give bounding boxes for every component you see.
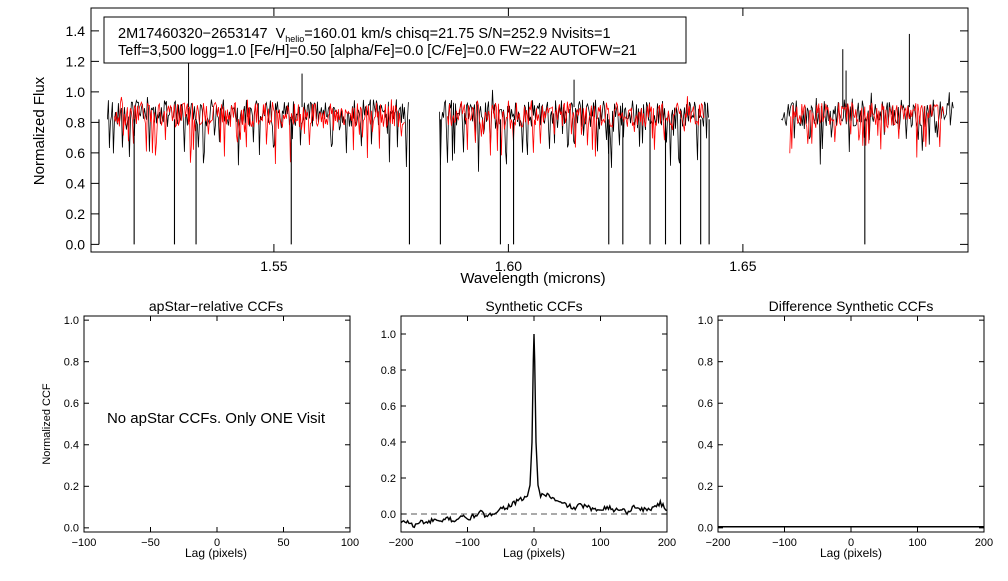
spectrum-y-tick-label: 0.6 bbox=[66, 145, 86, 161]
spectrum-y-tick-label: 1.2 bbox=[66, 53, 86, 69]
difference-ccf-panel: −200 −100 0 100 200 0.0 0.2 0.4 0.6 0.8 1.0 Differ… bbox=[698, 298, 993, 560]
apstar-ccf-x-axis-label: Lag (pixels) bbox=[185, 546, 247, 560]
spectrum-frame bbox=[90, 7, 969, 253]
spectrum-ticks bbox=[91, 8, 968, 252]
spectrum-x-tick-label: 1.65 bbox=[729, 258, 756, 274]
synthetic-ccf-title: Synthetic CCFs bbox=[485, 298, 582, 314]
spectrum-x-tick-label: 1.55 bbox=[260, 258, 287, 274]
spectrum-annotation-line2: Teff=3,500 logg=1.0 [Fe/H]=0.50 [alpha/F… bbox=[118, 43, 637, 59]
difference-ccf-y-tick-label: 0.0 bbox=[698, 523, 713, 535]
difference-ccf-y-tick-label: 1.0 bbox=[698, 315, 713, 327]
synthetic-ccf-y-tick-label: 0.4 bbox=[381, 437, 396, 449]
difference-ccf-x-tick-label: 100 bbox=[908, 537, 926, 549]
synthetic-ccf-y-tick-label: 0.6 bbox=[381, 401, 396, 413]
synthetic-ccf-line bbox=[400, 333, 668, 529]
annotation-v-subscript: helio bbox=[285, 34, 304, 44]
apstar-ccf-y-tick-label: 0.6 bbox=[64, 398, 79, 410]
apstar-ccf-panel: −100 −50 0 50 100 0.0 0.2 0.4 0.6 0.8 1.0 apStar−r… bbox=[41, 298, 359, 560]
spectrum-tick-labels: 1.55 1.60 1.65 0.0 0.2 0.4 0.6 0.8 1.0 1.2 1.4 bbox=[66, 23, 757, 274]
difference-ccf-y-tick-label: 0.6 bbox=[698, 398, 713, 410]
synthetic-ccf-y-tick-label: 0.8 bbox=[381, 365, 396, 377]
synthetic-ccf-y-tick-label: 0.0 bbox=[381, 509, 396, 521]
apstar-ccf-x-tick-label: −100 bbox=[72, 537, 97, 549]
apstar-ccf-y-axis-label: Normalized CCF bbox=[41, 383, 53, 465]
apstar-ccf-y-tick-label: 0.4 bbox=[64, 440, 79, 452]
apstar-ccf-x-tick-label: −50 bbox=[141, 537, 160, 549]
model-spectrum-line bbox=[114, 96, 405, 165]
spectrum-annotation-line1: 2M17460320−2653147 Vhelio=160.01 km/s chi… bbox=[118, 26, 611, 44]
spectrum-y-tick-label: 0.2 bbox=[66, 206, 86, 222]
apstar-ccf-y-tick-label: 1.0 bbox=[64, 315, 79, 327]
difference-ccf-ticks bbox=[717, 316, 985, 532]
synthetic-ccf-tick-labels: −200 −100 0 100 200 0.0 0.2 0.4 0.6 0.8 1.0 bbox=[381, 329, 676, 549]
difference-ccf-x-tick-label: −100 bbox=[772, 537, 797, 549]
model-spectrum-line bbox=[789, 101, 945, 158]
synthetic-ccf-x-axis-label: Lag (pixels) bbox=[503, 546, 565, 560]
apstar-ccf-x-tick-label: 50 bbox=[277, 537, 289, 549]
model-spectrum-line bbox=[447, 96, 705, 157]
apstar-ccf-y-tick-label: 0.8 bbox=[64, 357, 79, 369]
difference-ccf-title: Difference Synthetic CCFs bbox=[769, 298, 934, 314]
annotation-v-label: V bbox=[276, 26, 286, 42]
difference-ccf-x-tick-label: 0 bbox=[848, 537, 854, 549]
difference-ccf-tick-labels: −200 −100 0 100 200 0.0 0.2 0.4 0.6 0.8 1.0 bbox=[698, 315, 993, 549]
difference-ccf-x-tick-label: −200 bbox=[706, 537, 731, 549]
synthetic-ccf-x-tick-label: −100 bbox=[455, 537, 480, 549]
apstar-ccf-x-tick-label: 100 bbox=[341, 537, 359, 549]
difference-ccf-x-axis-label: Lag (pixels) bbox=[820, 546, 882, 560]
spectrum-y-tick-label: 0.8 bbox=[66, 114, 86, 130]
synthetic-ccf-ticks bbox=[400, 316, 668, 532]
synthetic-ccf-marks bbox=[400, 333, 668, 529]
apstar-ccf-x-tick-label: 0 bbox=[214, 537, 220, 549]
annotation-v-values: =160.01 km/s chisq=21.75 S/N=252.9 Nvisi… bbox=[304, 26, 610, 42]
spectrum-x-axis-label: Wavelength (microns) bbox=[460, 270, 605, 287]
apstar-ccf-ticks bbox=[83, 316, 351, 532]
apstar-ccf-y-tick-label: 0.2 bbox=[64, 481, 79, 493]
apstar-ccf-y-tick-label: 0.0 bbox=[64, 523, 79, 535]
annotation-star-id: 2M17460320−2653147 bbox=[118, 26, 268, 42]
spectrum-y-tick-label: 1.0 bbox=[66, 84, 86, 100]
synthetic-ccf-x-tick-label: 0 bbox=[531, 537, 537, 549]
apstar-ccf-empty-message: No apStar CCFs. Only ONE Visit bbox=[107, 410, 326, 427]
synthetic-ccf-y-tick-label: 0.2 bbox=[381, 473, 396, 485]
synthetic-ccf-x-tick-label: 200 bbox=[658, 537, 676, 549]
difference-ccf-x-tick-label: 200 bbox=[975, 537, 993, 549]
synthetic-ccf-x-tick-label: 100 bbox=[591, 537, 609, 549]
difference-ccf-y-tick-label: 0.8 bbox=[698, 357, 713, 369]
spectrum-annotation-box bbox=[103, 16, 687, 64]
spectrum-y-tick-label: 0.4 bbox=[66, 175, 86, 191]
spectrum-x-tick-label: 1.60 bbox=[495, 258, 522, 274]
difference-ccf-y-tick-label: 0.2 bbox=[698, 481, 713, 493]
spectrum-series-group bbox=[98, 33, 954, 245]
spectrum-y-tick-label: 0.0 bbox=[66, 236, 86, 252]
apstar-ccf-tick-labels: −100 −50 0 50 100 0.0 0.2 0.4 0.6 0.8 1.0 bbox=[64, 315, 359, 549]
spectrum-y-axis-label: Normalized Flux bbox=[31, 76, 48, 185]
spectrum-marks bbox=[98, 33, 954, 245]
synthetic-ccf-panel: −200 −100 0 100 200 0.0 0.2 0.4 0.6 0.8 1.0 Synthe… bbox=[381, 298, 676, 560]
difference-ccf-y-tick-label: 0.4 bbox=[698, 440, 713, 452]
observed-spectrum-line bbox=[439, 89, 709, 172]
spectrum-y-tick-label: 1.4 bbox=[66, 23, 86, 39]
synthetic-ccf-y-tick-label: 1.0 bbox=[381, 329, 396, 341]
spectrum-panel: 1.55 1.60 1.65 0.0 0.2 0.4 0.6 0.8 1.0 1.2 1.4 2M1… bbox=[31, 7, 969, 287]
apstar-ccf-title: apStar−relative CCFs bbox=[149, 298, 283, 314]
synthetic-ccf-x-tick-label: −200 bbox=[389, 537, 414, 549]
